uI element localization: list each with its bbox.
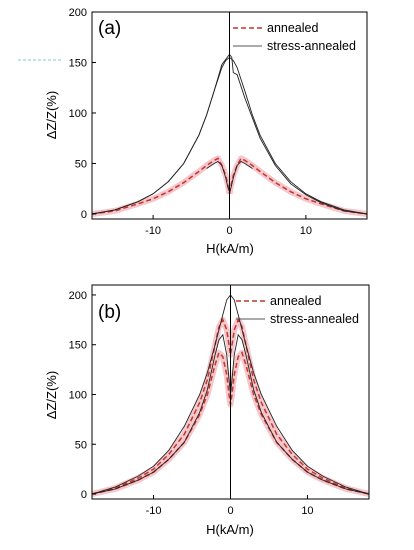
y-tick-label: 150 xyxy=(69,57,87,69)
panel-label: (b) xyxy=(98,302,121,323)
series-line-stress-annealed xyxy=(91,53,368,215)
x-tick-label: 0 xyxy=(226,225,232,237)
x-tick-label: 10 xyxy=(301,505,313,517)
legend-label-annealed: annealed xyxy=(267,21,318,35)
legend: annealed stress-annealed xyxy=(233,21,356,53)
y-tick-label: 100 xyxy=(69,389,87,401)
x-tick-label: 0 xyxy=(227,505,233,517)
y-tick-label: 0 xyxy=(81,209,87,221)
y-axis-label: ΔZ/Z(%) xyxy=(44,371,59,419)
panel-label: (a) xyxy=(98,18,121,39)
y-tick-label: 50 xyxy=(75,158,87,170)
legend: annealed stress-annealed xyxy=(236,294,359,326)
x-tick-label: -10 xyxy=(145,225,161,237)
y-tick-label: 200 xyxy=(69,7,87,19)
x-tick-label: -10 xyxy=(146,505,162,517)
legend-label-stress-annealed: stress-annealed xyxy=(270,312,359,326)
series-line-annealed xyxy=(91,318,370,495)
legend-label-annealed: annealed xyxy=(270,294,321,308)
y-tick-label: 50 xyxy=(75,439,87,451)
y-tick-label: 200 xyxy=(69,290,87,302)
y-tick-label: 150 xyxy=(69,340,87,352)
x-axis-label: H(kA/m) xyxy=(206,522,254,537)
series-line-annealed xyxy=(91,157,231,215)
x-axis-label: H(kA/m) xyxy=(206,241,254,256)
x-tick-label: 10 xyxy=(300,225,312,237)
y-tick-label: 100 xyxy=(69,108,87,120)
y-tick-label: 0 xyxy=(81,489,87,501)
y-axis-label: ΔZ/Z(%) xyxy=(44,91,59,139)
series-line-annealed xyxy=(228,157,368,215)
legend-label-stress-annealed: stress-annealed xyxy=(267,39,356,53)
